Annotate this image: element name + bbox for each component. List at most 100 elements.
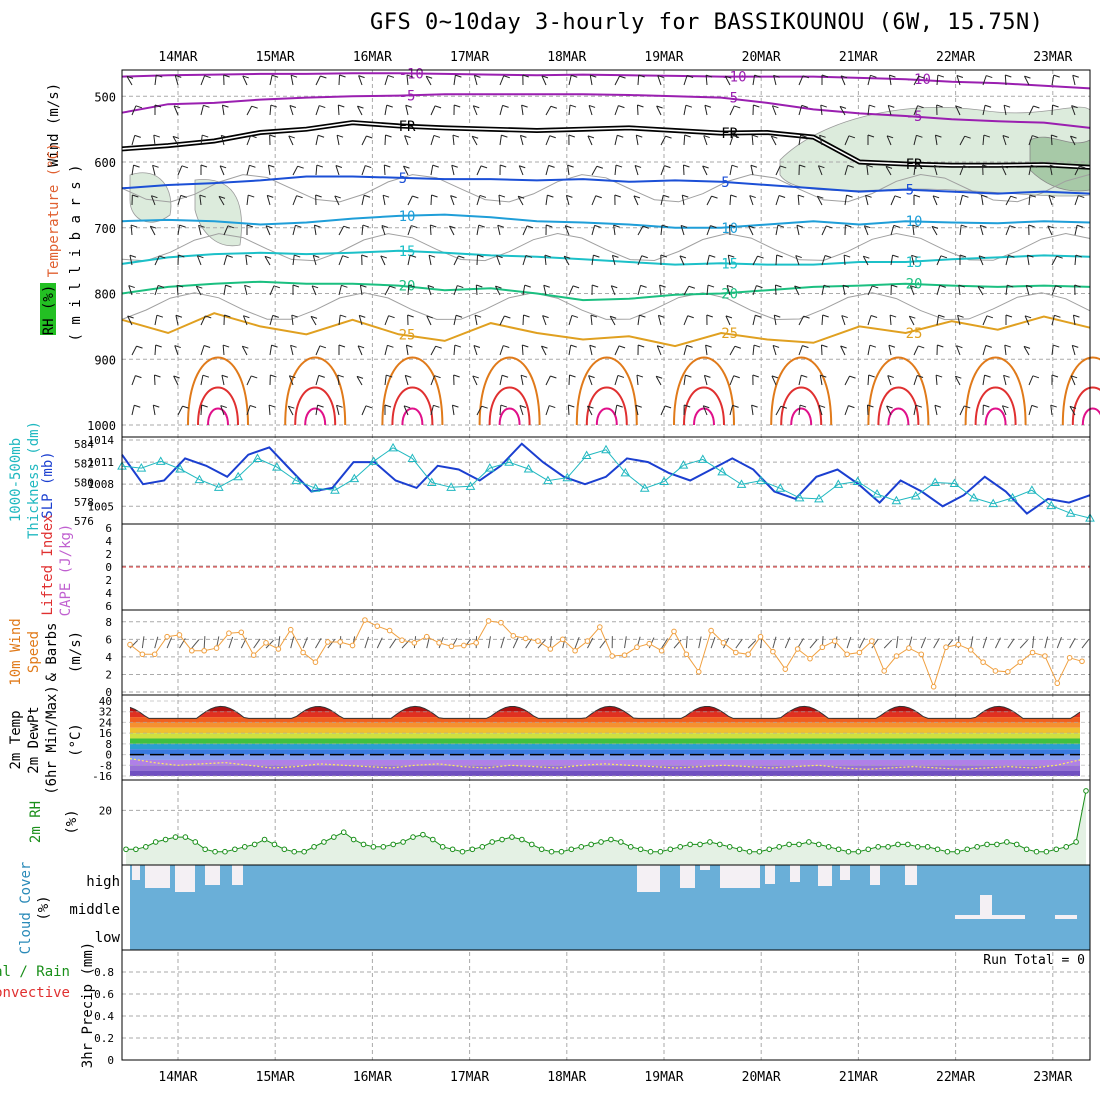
wind-barb [564, 225, 570, 236]
wind-barb-flag [199, 194, 206, 198]
temp-band [130, 706, 1080, 712]
wind-barb-flag [1053, 74, 1060, 78]
wind-barb-flag [936, 104, 943, 108]
temp-band [130, 749, 1080, 755]
wind10-point [1066, 654, 1073, 661]
wind-barb [798, 375, 802, 386]
thickness-marker [659, 476, 669, 486]
wind-barb-flag [636, 374, 644, 378]
cloud-gap [905, 865, 917, 885]
wind-barb-flag [381, 225, 389, 228]
wind-barb-flag [730, 194, 737, 198]
wind-barb-flag [750, 164, 758, 168]
rh2m-point [835, 846, 842, 853]
wind-barb [1001, 405, 1007, 416]
wind-barb [867, 345, 871, 356]
wind-barb-flag [130, 224, 138, 228]
thickness-marker [213, 482, 224, 491]
wind-barb [246, 165, 250, 176]
wind10-point [967, 647, 974, 653]
wind-barb-flag [386, 104, 393, 108]
wind-barb-flag [872, 285, 879, 289]
hot-contour [381, 356, 444, 426]
wind-barb [1074, 254, 1077, 266]
wind-barb [1004, 345, 1007, 356]
wind-barb-flag [269, 134, 276, 138]
wind-barb-flag [251, 105, 258, 109]
wind-barb-flag [356, 375, 364, 379]
wind-barb-flag [477, 254, 484, 258]
wind10-point [423, 633, 430, 640]
wind-barb [819, 135, 823, 146]
temp-band [130, 717, 1080, 723]
wind-barb-flag [449, 225, 456, 229]
wind-barb [1028, 165, 1032, 176]
wind-barb-flag [290, 344, 297, 348]
wind-barb-flag [660, 254, 667, 258]
wind10-point [312, 659, 319, 665]
wind-barb-flag [801, 104, 808, 108]
wind-barb [729, 405, 734, 416]
wind-barb [269, 345, 273, 356]
wind-barb-flag [840, 345, 847, 349]
wind-barb [359, 285, 363, 296]
wind10-tick-label: 6 [105, 633, 112, 646]
wind-barb-flag [550, 105, 558, 109]
wind-barb [384, 134, 387, 146]
rh2m-point [974, 844, 980, 850]
wind10-point [943, 644, 949, 651]
wind-barb [403, 405, 409, 416]
wind-barb-flag [845, 224, 852, 228]
wind-barb-flag [657, 75, 664, 79]
wind-barb-flag [726, 284, 734, 288]
wind-barb [568, 374, 571, 386]
wind-barb [957, 315, 961, 326]
wind-barb [936, 74, 939, 86]
wind-barb-flag [773, 74, 780, 78]
wind10-point [856, 649, 863, 656]
wind-barb [356, 376, 363, 386]
wind-barb [888, 345, 892, 356]
wind-barb-flag [205, 315, 212, 319]
wind-barb [751, 134, 754, 146]
thickness-marker [349, 473, 360, 483]
wind-barb-flag [172, 135, 180, 139]
wind-barb [729, 105, 735, 116]
wind10-point [584, 638, 591, 644]
wind-barb [796, 225, 800, 236]
rh2m-point [459, 848, 466, 855]
wind10-barb [883, 639, 893, 649]
wind-barb-flag [680, 224, 688, 228]
wind-barb [844, 405, 849, 416]
thickness-marker [775, 483, 786, 492]
wind-barb-flag [818, 404, 826, 408]
wind-barb-flag [918, 75, 925, 79]
cloud-gap [680, 865, 695, 888]
wind-barb [683, 375, 686, 386]
rh2m-area [126, 790, 1086, 865]
wind-barb [1003, 105, 1007, 116]
wind-barb [545, 135, 551, 146]
wind-barb [729, 194, 732, 206]
isotherm-label: 5 [906, 183, 914, 199]
wind-barb-flag [157, 285, 165, 288]
wind-barb [1072, 315, 1076, 326]
rh2m-point [538, 846, 545, 853]
wind-barb [200, 345, 205, 356]
wind-barb [1072, 75, 1076, 86]
cloud-gap [955, 915, 1025, 919]
wind-barb-flag [821, 74, 829, 78]
wind-barb [614, 405, 618, 416]
wind-barb [727, 255, 731, 266]
wind10-point [176, 632, 183, 638]
wind-barb-flag [964, 135, 971, 139]
wind-barb-flag [588, 104, 596, 108]
wind-barb-flag [563, 255, 571, 259]
wind-barb-flag [405, 104, 412, 108]
wind-barb [1023, 346, 1030, 356]
wind-barb [775, 195, 780, 206]
wind-barb-flag [264, 255, 272, 259]
rh2m-point [924, 844, 931, 850]
rh2m-point [766, 846, 773, 853]
isotherm-label: FR [721, 126, 738, 142]
